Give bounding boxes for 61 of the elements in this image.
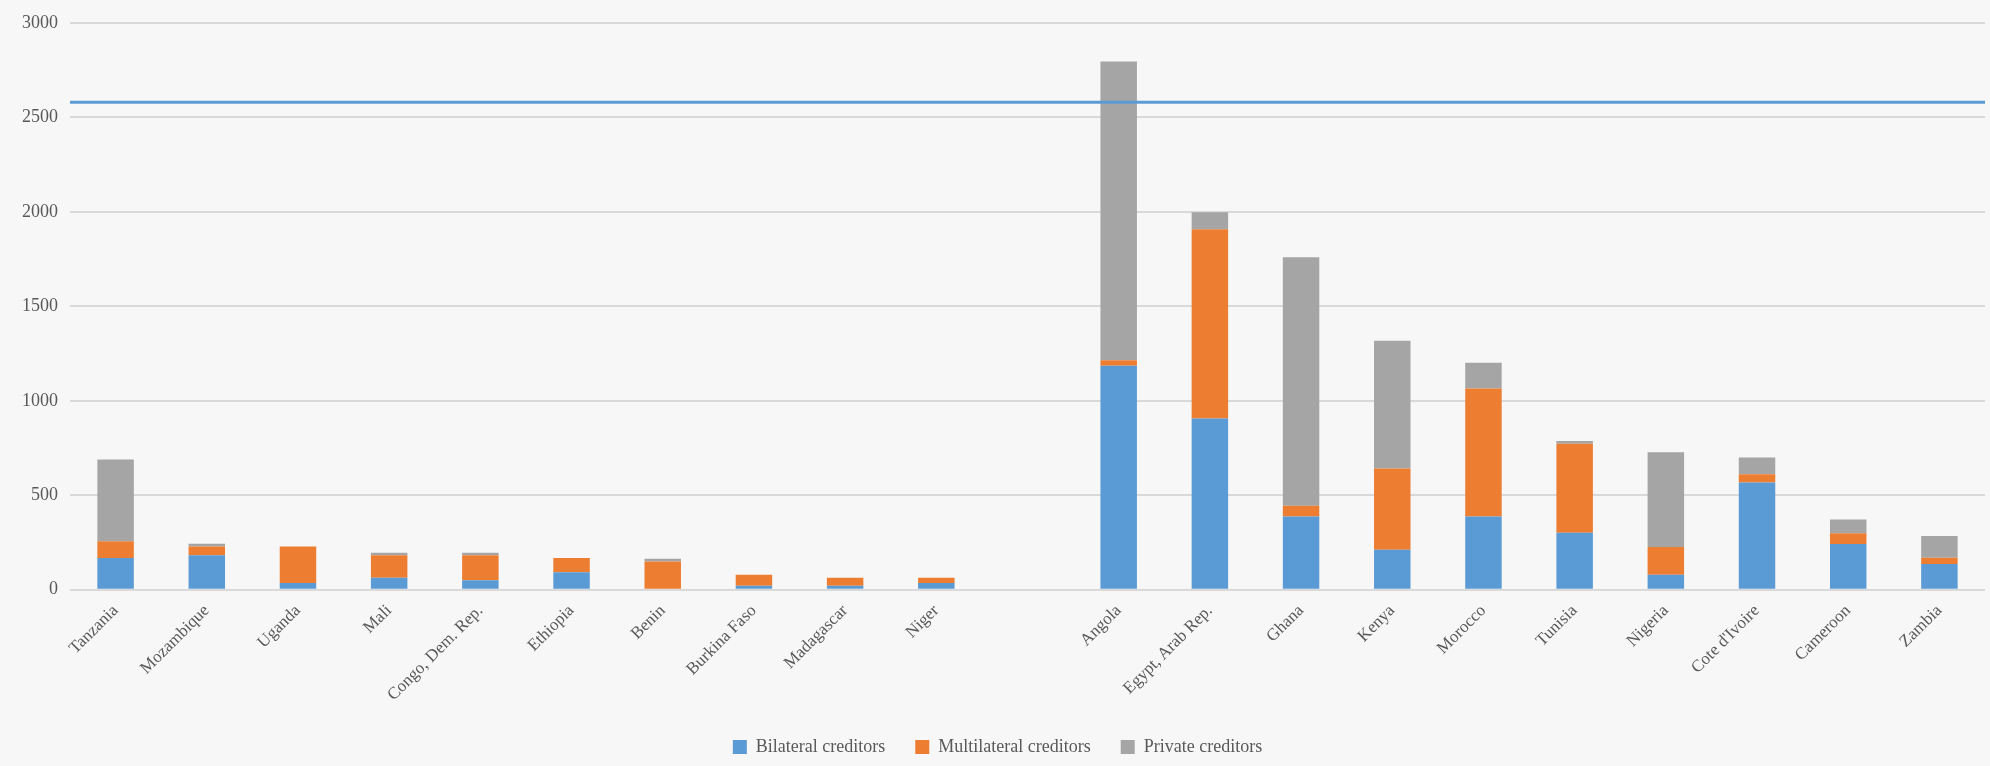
bar (1921, 557, 1958, 565)
bar (1556, 441, 1593, 444)
bar (1738, 457, 1776, 475)
bar (1556, 443, 1593, 533)
bar (1282, 257, 1320, 506)
bar (735, 574, 773, 586)
bar (1829, 533, 1867, 545)
bar (1647, 452, 1685, 548)
bar (826, 577, 864, 586)
bar (279, 582, 317, 589)
y-tick-label: 2500 (22, 106, 58, 127)
bar (553, 572, 590, 589)
bar (370, 555, 408, 578)
bar (1829, 544, 1867, 589)
bar (918, 577, 955, 583)
bar (1282, 516, 1320, 589)
bar (1556, 532, 1593, 589)
bar (1647, 547, 1685, 575)
bar (735, 585, 773, 589)
bar (644, 561, 681, 589)
bar (1191, 212, 1229, 230)
bar (370, 577, 408, 589)
bar (1374, 468, 1411, 550)
y-tick-label: 1500 (22, 295, 58, 316)
bar (462, 580, 499, 589)
bar (1191, 229, 1229, 419)
bar (1647, 574, 1685, 589)
bar (97, 459, 134, 542)
legend-label: Multilateral creditors (938, 735, 1091, 756)
bar (97, 558, 134, 589)
bar (1465, 362, 1502, 389)
bar (1100, 360, 1137, 366)
x-tick-label: Mali (359, 600, 396, 637)
bar (1282, 505, 1320, 517)
legend-label: Bilateral creditors (755, 735, 886, 756)
y-tick-label: 2000 (22, 200, 58, 221)
bar (1921, 564, 1958, 589)
bar (1100, 365, 1137, 589)
y-tick-label: 3000 (22, 11, 58, 32)
bar (1374, 549, 1411, 589)
bar (279, 546, 317, 583)
bar (1738, 474, 1776, 483)
bar (188, 546, 226, 556)
legend-label: Private creditors (1143, 735, 1263, 756)
bar (1465, 388, 1502, 517)
bar (553, 558, 590, 573)
bar (1100, 61, 1137, 361)
bar (1465, 516, 1502, 589)
bar (462, 555, 499, 581)
bar (1738, 482, 1776, 589)
bar (1829, 519, 1867, 534)
bar (826, 585, 864, 589)
y-tick-label: 500 (31, 484, 58, 504)
y-tick-label: 1000 (22, 389, 58, 410)
bar (918, 582, 955, 589)
bar (1921, 535, 1958, 558)
bar (1374, 340, 1411, 469)
bar (1191, 418, 1229, 589)
y-tick-label: 0 (49, 578, 58, 599)
bar (188, 555, 226, 589)
bar (97, 541, 134, 559)
